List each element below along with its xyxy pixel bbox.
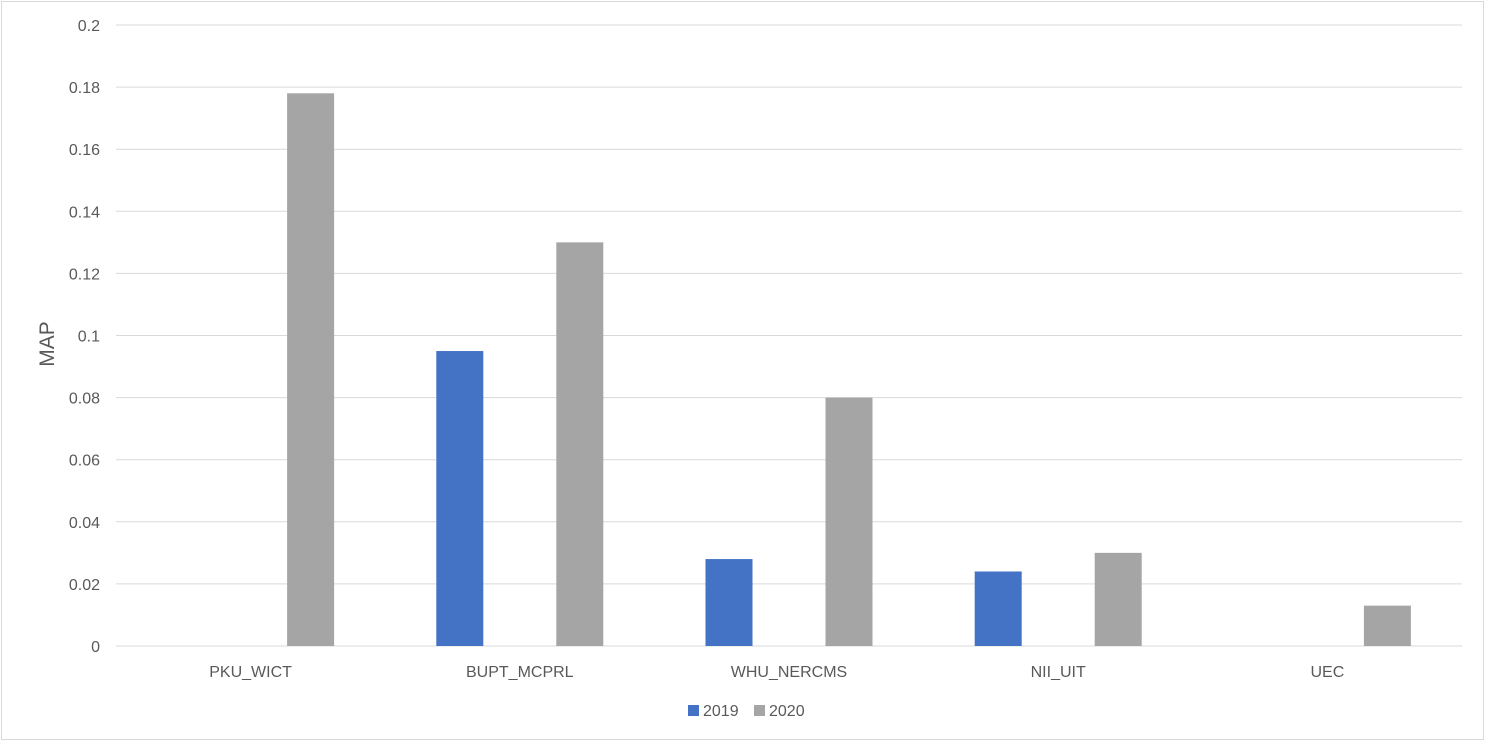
bar-2020-nii_uit	[1094, 552, 1142, 646]
y-tick-label: 0.04	[69, 515, 100, 532]
y-tick-label: 0.06	[69, 453, 100, 470]
bar-2020-pku_wict	[287, 93, 335, 646]
x-category-label: UEC	[1311, 664, 1345, 681]
x-category-label: NII_UIT	[1031, 664, 1086, 681]
bar-2019-bupt_mcprl	[436, 351, 484, 646]
x-category-label: BUPT_MCPRL	[466, 664, 574, 681]
y-tick-label: 0.2	[78, 18, 100, 35]
y-axis-ticks: 0 0.02 0.04 0.06 0.08 0.1 0.12 0.14 0.16 0.18 0.2	[69, 18, 100, 656]
legend-swatch-2019	[688, 705, 699, 716]
bar-2019-whu_nercms	[705, 559, 753, 646]
x-axis-categories: PKU_WICT BUPT_MCPRL WHU_NERCMS NII_UIT UEC	[209, 664, 1344, 681]
y-tick-label: 0.16	[69, 142, 100, 159]
bar-2020-whu_nercms	[825, 397, 873, 646]
bar-2020-bupt_mcprl	[556, 242, 604, 646]
y-tick-label: 0.18	[69, 80, 100, 97]
bar-2020-uec	[1363, 605, 1411, 646]
y-tick-label: 0.02	[69, 577, 100, 594]
legend-label-2019: 2019	[703, 703, 739, 720]
legend-label-2020: 2020	[769, 703, 805, 720]
y-tick-label: 0.1	[78, 329, 100, 346]
bars	[287, 93, 1411, 646]
y-axis-title: MAP	[36, 321, 59, 367]
x-category-label: PKU_WICT	[209, 664, 292, 681]
x-category-label: WHU_NERCMS	[731, 664, 847, 681]
y-tick-label: 0.08	[69, 391, 100, 408]
bar-2019-nii_uit	[974, 571, 1022, 646]
y-tick-label: 0.14	[69, 204, 100, 221]
y-tick-label: 0	[91, 639, 100, 656]
legend-swatch-2020	[754, 705, 765, 716]
legend: 2019 2020	[688, 703, 805, 720]
y-tick-label: 0.12	[69, 266, 100, 283]
gridlines	[116, 24, 1462, 647]
